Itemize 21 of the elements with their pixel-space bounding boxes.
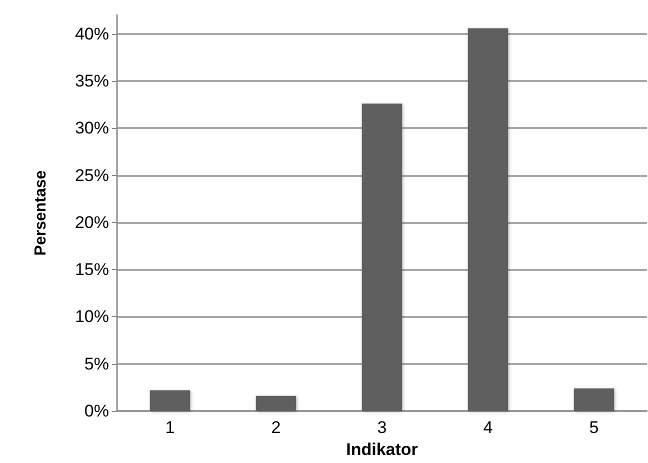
y-tick-label: 25% <box>74 166 109 185</box>
x-tick-label: 4 <box>483 418 493 437</box>
y-tick-label: 0% <box>84 402 109 420</box>
y-tick-label: 40% <box>74 24 109 44</box>
bar <box>150 390 190 411</box>
x-tick-label: 3 <box>377 418 387 437</box>
x-tick-label: 1 <box>165 418 175 437</box>
y-tick-label: 35% <box>74 72 109 90</box>
y-tick-label: 30% <box>74 118 109 138</box>
x-tick-label: 5 <box>589 418 599 437</box>
bar <box>256 396 296 411</box>
bar <box>362 104 402 411</box>
y-tick-label: 20% <box>74 212 109 232</box>
x-axis-title: Indikator <box>346 440 418 459</box>
y-axis-title: Persentase <box>32 170 50 256</box>
y-tick-label: 15% <box>74 260 109 280</box>
y-tick-label: 5% <box>84 354 109 374</box>
y-tick-label: 10% <box>74 307 109 326</box>
x-tick-label: 2 <box>271 418 281 437</box>
bar <box>468 28 508 411</box>
bar <box>574 388 614 411</box>
